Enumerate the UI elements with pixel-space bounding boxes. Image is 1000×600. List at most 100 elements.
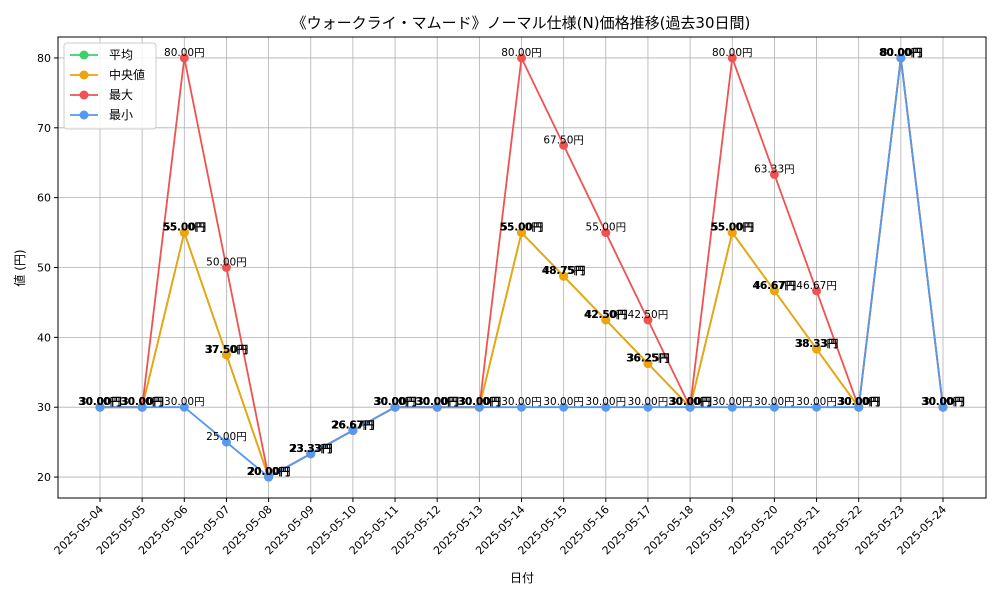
- y-tick-label: 50: [37, 262, 51, 275]
- data-label-1: 23.33円: [289, 443, 333, 455]
- data-point-2: [517, 53, 526, 63]
- data-label-1: 55.00円: [162, 222, 206, 234]
- data-label-0: 36.25円: [628, 353, 669, 365]
- data-label-2: 30.00円: [417, 396, 458, 408]
- data-label-3: 30.00円: [164, 396, 205, 408]
- data-point-3: [390, 402, 400, 412]
- data-label-2: 80.00円: [164, 47, 205, 59]
- x-axis: 2025-05-042025-05-052025-05-062025-05-07…: [52, 498, 949, 557]
- data-label-1: 42.50円: [584, 309, 628, 321]
- grid-lines: [58, 37, 986, 498]
- data-label-0: 55.00円: [712, 222, 753, 234]
- data-label-2: 30.00円: [459, 396, 500, 408]
- data-point-1: [179, 228, 189, 238]
- data-label-0: 30.00円: [923, 396, 964, 408]
- data-label-0: 30.00円: [838, 396, 879, 408]
- data-label-3: 30.00円: [80, 396, 121, 408]
- series-layer: [95, 53, 948, 482]
- legend-marker-3: [79, 110, 89, 120]
- data-point-3: [812, 402, 822, 412]
- data-label-3: 30.00円: [586, 396, 627, 408]
- data-label-0: 30.00円: [670, 396, 711, 408]
- legend-frame: [63, 42, 157, 130]
- data-point-1: [559, 271, 569, 281]
- data-label-2: 80.00円: [881, 47, 922, 59]
- data-label-2: 30.00円: [122, 396, 163, 408]
- data-point-3: [685, 402, 695, 412]
- data-label-3: 30.00円: [628, 396, 669, 408]
- data-point-2: [812, 286, 822, 296]
- data-label-3: 30.00円: [122, 396, 163, 408]
- data-label-3: 30.00円: [712, 396, 753, 408]
- data-point-3: [769, 402, 779, 412]
- data-label-0: 46.67円: [754, 280, 795, 292]
- data-label-3: 30.00円: [838, 396, 879, 408]
- y-tick-label: 20: [37, 471, 51, 484]
- data-label-0: 30.00円: [122, 396, 163, 408]
- data-label-2: 46.67円: [796, 280, 837, 292]
- data-label-0: 30.00円: [80, 396, 121, 408]
- data-label-2: 42.50円: [628, 309, 669, 321]
- data-point-3: [896, 53, 906, 63]
- x-axis-label: 日付: [510, 571, 534, 585]
- data-label-3: 26.67円: [333, 419, 374, 431]
- data-label-2: 30.00円: [375, 396, 416, 408]
- data-label-0: 48.75円: [543, 265, 584, 277]
- data-label-3: 30.00円: [459, 396, 500, 408]
- data-label-3: 20.00円: [248, 466, 289, 478]
- data-label-2: 67.50円: [543, 134, 584, 146]
- data-point-3: [348, 425, 358, 435]
- data-point-1: [517, 228, 526, 238]
- y-tick-label: 70: [37, 122, 51, 135]
- data-label-2: 80.00円: [712, 47, 753, 59]
- legend-marker-2: [79, 90, 89, 100]
- data-point-3: [938, 402, 948, 412]
- data-label-1: 26.67円: [331, 419, 375, 431]
- data-label-0: 23.33円: [290, 443, 331, 455]
- data-label-3: 30.00円: [543, 396, 584, 408]
- data-label-1: 30.00円: [373, 396, 417, 408]
- data-point-1: [727, 228, 737, 238]
- data-label-1: 36.25円: [626, 353, 670, 365]
- data-label-2: 23.33円: [290, 443, 331, 455]
- data-point-2: [179, 53, 189, 63]
- data-label-3: 80.00円: [881, 47, 922, 59]
- data-label-3: 30.00円: [754, 396, 795, 408]
- data-point-2: [727, 53, 737, 63]
- y-axis-label: 値 (円): [12, 249, 27, 286]
- data-point-2: [769, 169, 779, 179]
- data-point-2: [643, 315, 653, 325]
- data-point-2: [221, 263, 231, 272]
- data-label-0: 37.50円: [206, 344, 247, 356]
- data-label-0: 30.00円: [459, 396, 500, 408]
- data-label-2: 20.00円: [248, 466, 289, 478]
- data-point-1: [643, 359, 653, 369]
- data-label-2: 50.00円: [206, 257, 247, 269]
- legend-marker-1: [79, 70, 89, 80]
- y-tick-label: 40: [37, 331, 51, 344]
- data-label-0: 30.00円: [417, 396, 458, 408]
- legend-label-3: 最小: [109, 108, 133, 122]
- data-label-1: 80.00円: [879, 47, 923, 59]
- data-label-2: 30.00円: [838, 396, 879, 408]
- data-label-1: 20.00円: [247, 466, 291, 478]
- data-label-3: 23.33円: [290, 443, 331, 455]
- data-label-1: 48.75円: [542, 265, 586, 277]
- data-label-1: 30.00円: [668, 396, 712, 408]
- data-point-1: [812, 344, 822, 354]
- data-point-3: [137, 402, 147, 412]
- data-point-1: [601, 315, 611, 325]
- data-point-3: [306, 449, 316, 459]
- data-label-3: 25.00円: [206, 431, 247, 443]
- legend-label-0: 平均: [109, 48, 133, 62]
- data-label-2: 30.00円: [80, 396, 121, 408]
- data-label-2: 80.00円: [501, 47, 542, 59]
- data-label-2: 26.67円: [333, 419, 374, 431]
- chart-title: 《ウォークライ・マムード》ノーマル仕様(N)価格推移(過去30日間): [292, 14, 751, 32]
- data-label-1: 30.00円: [921, 396, 965, 408]
- data-point-3: [854, 402, 864, 412]
- data-point-1: [221, 350, 231, 360]
- data-label-1: 46.67円: [753, 280, 797, 292]
